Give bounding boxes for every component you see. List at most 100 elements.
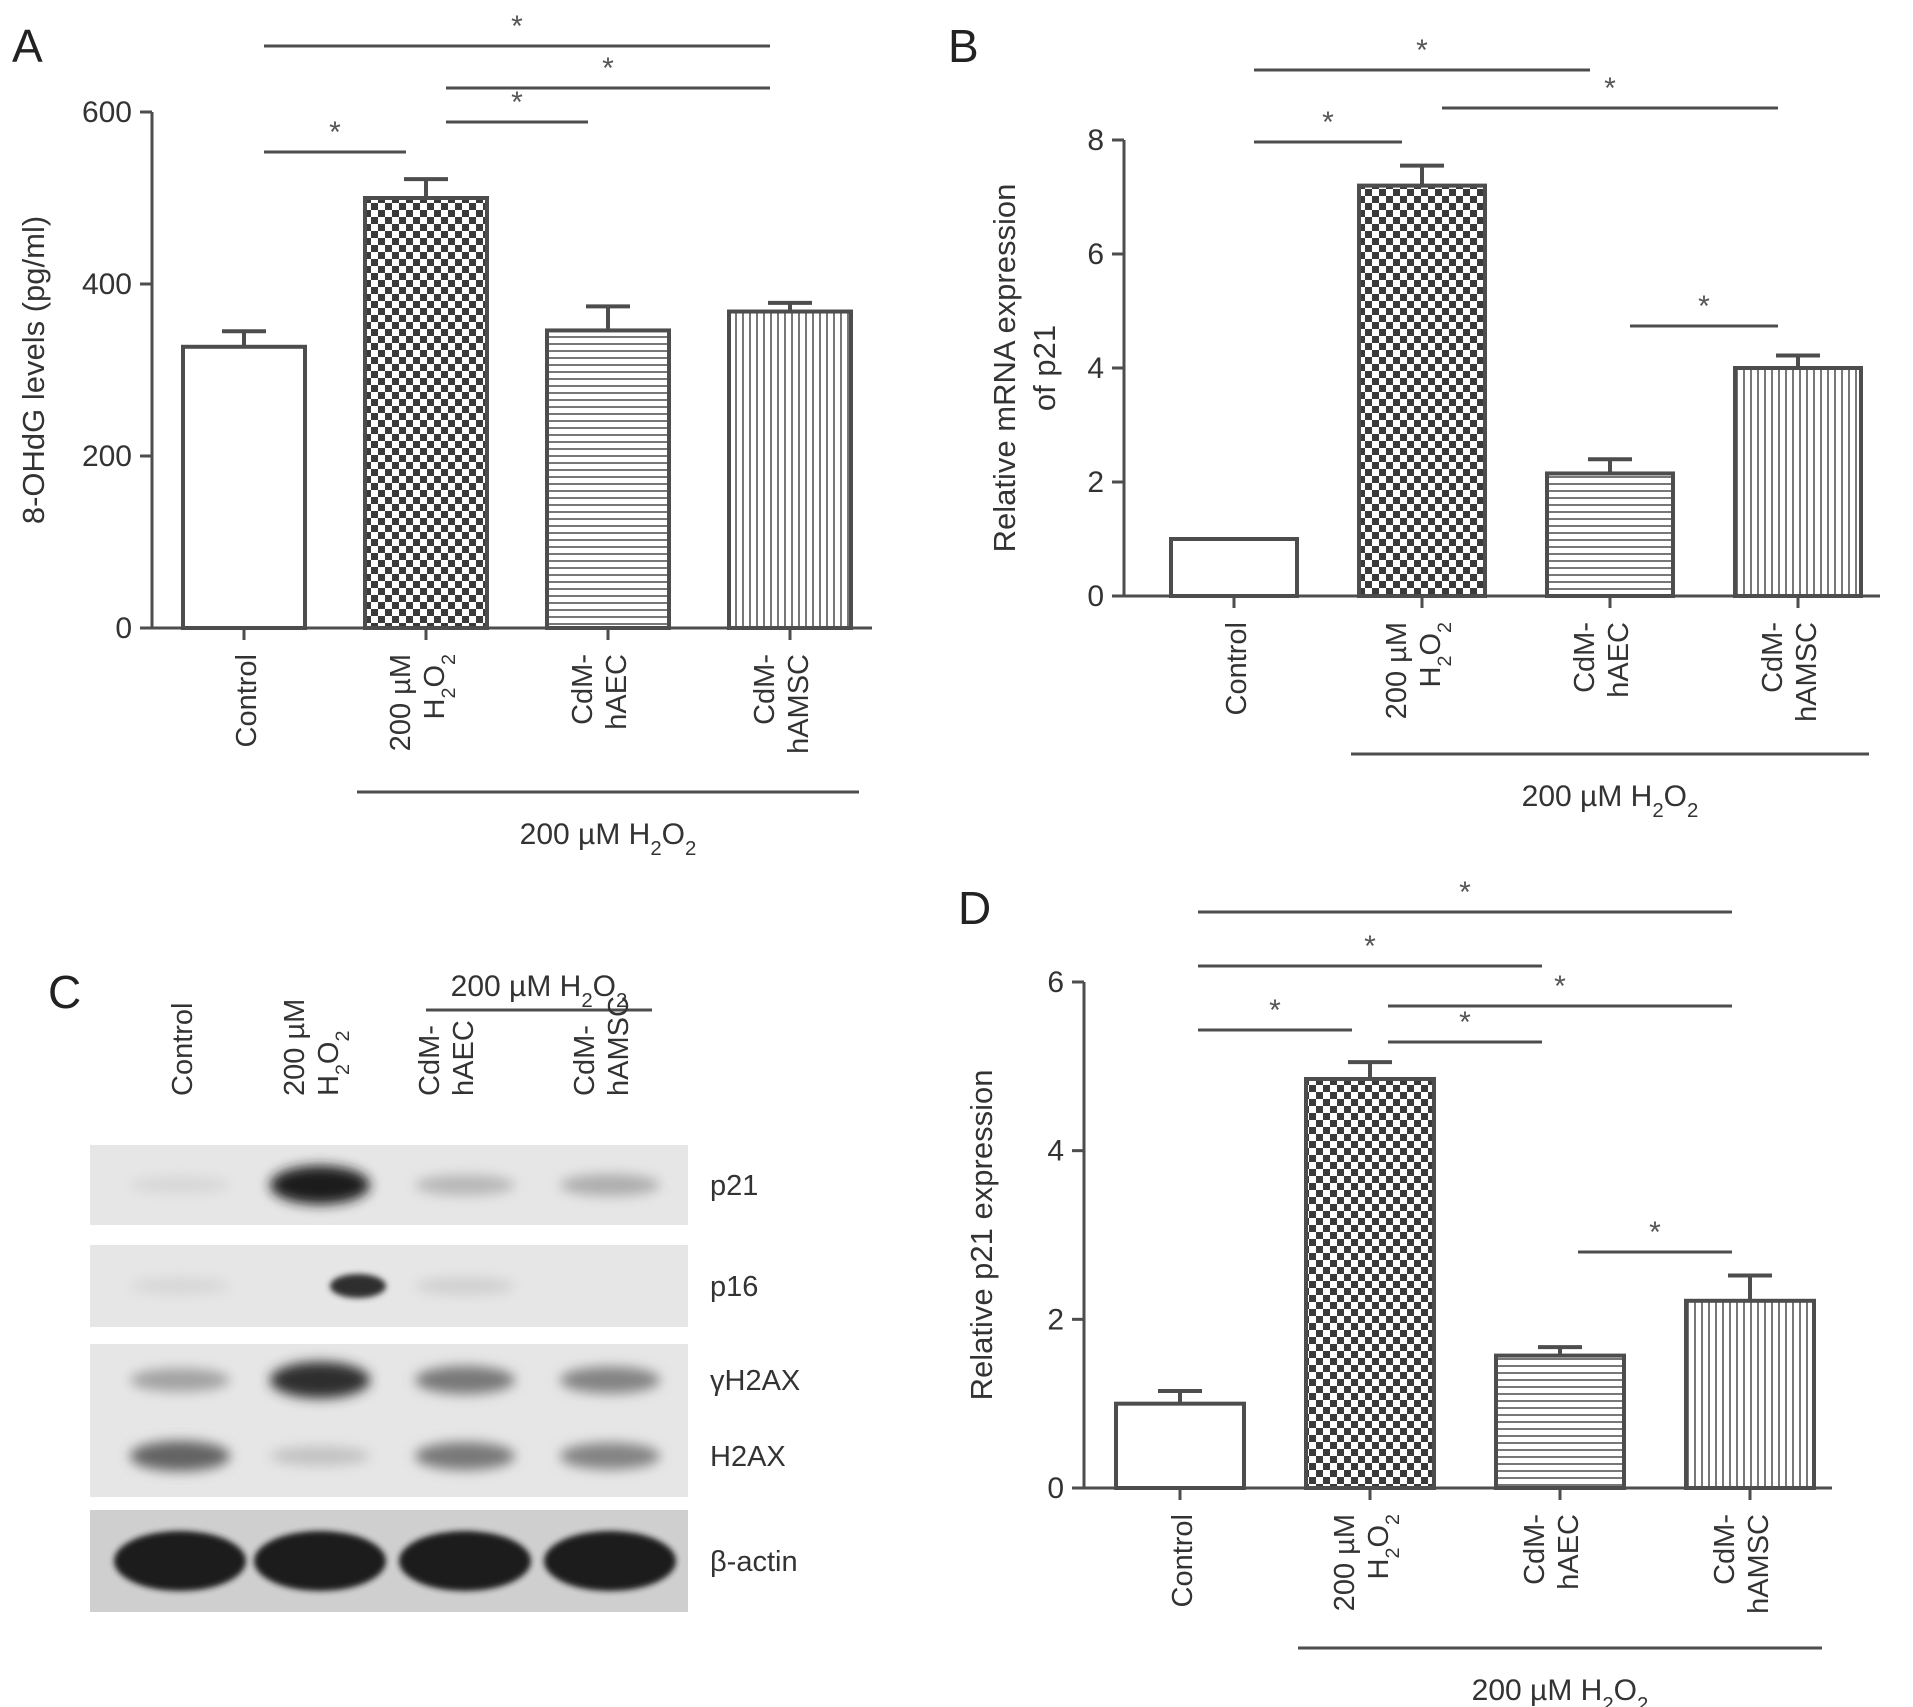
blot-band-lane-4 <box>560 1366 660 1394</box>
blot-strip-p21 <box>90 1145 688 1225</box>
significance-star: * <box>1269 994 1281 1027</box>
blot-group-label: 200 µM H2O2 <box>451 970 628 1012</box>
blot-band-extra <box>330 1274 386 1298</box>
blot-band-lane-1 <box>130 1440 230 1472</box>
bar-control <box>181 344 307 630</box>
blot-band-lane-3 <box>415 1366 515 1394</box>
group-label: 200 µM H2O2 <box>1522 780 1699 822</box>
blot-protein-label-p16: p16 <box>710 1271 758 1303</box>
blot-band-lane-3 <box>399 1531 531 1591</box>
panel-letter-b: B <box>948 20 979 72</box>
blot-band-lane-2 <box>254 1531 386 1591</box>
blot-protein-label-h2ax: H2AX <box>710 1441 786 1473</box>
significance-star: * <box>1698 290 1710 323</box>
blot-band-lane-4 <box>560 1174 660 1196</box>
bar-control <box>1114 1401 1246 1490</box>
significance-star: * <box>511 10 523 43</box>
significance-star: * <box>1459 1006 1471 1039</box>
blot-strip-h2ax <box>90 1415 688 1497</box>
y-tick-label: 6 <box>1047 966 1064 999</box>
blot-lane-label-cdm-haec: CdM-hAEC <box>414 1020 480 1096</box>
y-tick-label: 200 <box>82 440 132 473</box>
bar-cdm-hamsc <box>727 309 853 630</box>
blot-band-lane-3 <box>415 1442 515 1470</box>
y-axis-title: Relative p21 expression <box>964 1070 999 1401</box>
category-label-cdm-haec: CdM-hAEC <box>1519 1514 1585 1590</box>
y-tick-label: 4 <box>1047 1135 1064 1168</box>
blot-strip-p16 <box>90 1245 688 1327</box>
significance-star: * <box>1364 930 1376 963</box>
bar-200-um-h2o2 <box>1304 1076 1436 1490</box>
y-axis-title: Relative mRNA expression of p21 <box>987 184 1062 553</box>
bar-cdm-haec <box>1545 471 1675 599</box>
group-label: 200 µM H2O2 <box>520 818 697 860</box>
chart-8-ohdg-levels: 0 200 400 600 8-OHdG levels (pg/ml) Control 20… <box>16 10 872 860</box>
y-tick-label: 2 <box>1047 1303 1064 1336</box>
significance-star: * <box>329 116 341 149</box>
blot-strip-actin <box>90 1510 688 1612</box>
y-tick-label: 600 <box>82 96 132 129</box>
bar-200-um-h2o2 <box>1357 183 1487 598</box>
panel-letter-c: C <box>48 966 81 1018</box>
blot-band-lane-1 <box>114 1531 246 1591</box>
blot-band-lane-3 <box>415 1174 515 1196</box>
bar-cdm-haec <box>545 328 671 630</box>
significance-star: * <box>511 86 523 119</box>
category-label-control: Control <box>1167 1514 1199 1608</box>
category-label-control: Control <box>1221 622 1253 716</box>
y-axis-title: 8-OHdG levels (pg/ml) <box>16 216 51 524</box>
bar-cdm-hamsc <box>1684 1298 1816 1491</box>
bar-control <box>1169 537 1299 598</box>
significance-star: * <box>1604 72 1616 105</box>
y-tick-label: 0 <box>1087 580 1104 613</box>
blot-band-lane-4 <box>560 1442 660 1470</box>
category-label-200-um-h2o2: 200 µMH2O2 <box>1381 622 1456 719</box>
y-tick-label: 2 <box>1087 466 1104 499</box>
category-label-200-um-h2o2: 200 µMH2O2 <box>1329 1514 1404 1611</box>
y-tick-label: 4 <box>1087 352 1104 385</box>
category-label-cdm-hamsc: CdM-hAMSC <box>749 654 815 754</box>
blot-band-lane-1 <box>130 1176 230 1194</box>
significance-star: * <box>1649 1216 1661 1249</box>
y-tick-label: 6 <box>1087 238 1104 271</box>
blot-band-lane-2 <box>270 1361 370 1399</box>
panel-letter-d: D <box>958 882 991 934</box>
blot-lane-label-control: Control <box>167 1003 199 1097</box>
blot-band-lane-4 <box>544 1531 676 1591</box>
blot-band-lane-2 <box>270 1446 370 1466</box>
blot-protein-label-p21: p21 <box>710 1170 758 1202</box>
chart-p21-mrna-expression: 0 2 4 6 8 Relative mRNA expression of p21 Contr… <box>987 34 1880 822</box>
bar-cdm-haec <box>1494 1353 1626 1491</box>
y-tick-label: 0 <box>1047 1472 1064 1505</box>
panel-letter-a: A <box>12 20 43 72</box>
y-tick-label: 400 <box>82 268 132 301</box>
bar-cdm-hamsc <box>1733 366 1863 598</box>
bar-200-um-h2o2 <box>363 196 489 630</box>
category-label-cdm-hamsc: CdM-hAMSC <box>1709 1514 1775 1614</box>
blot-protein-label-actin: β-actin <box>710 1546 798 1578</box>
western-blot-panel: 200 µM H2O2 Control 200 µMH2O2 CdM-hAEC CdM-… <box>90 970 800 1612</box>
blot-band-lane-1 <box>130 1277 230 1295</box>
blot-protein-label-h2ax: γH2AX <box>710 1365 800 1397</box>
category-label-200-um-h2o2: 200 µMH2O2 <box>385 654 460 751</box>
category-label-cdm-hamsc: CdM-hAMSC <box>1757 622 1823 722</box>
group-label: 200 µM H2O2 <box>1472 1674 1649 1707</box>
category-label-cdm-haec: CdM-hAEC <box>567 654 633 730</box>
significance-star: * <box>602 52 614 85</box>
significance-star: * <box>1416 34 1428 67</box>
significance-star: * <box>1322 106 1334 139</box>
category-label-cdm-haec: CdM-hAEC <box>1569 622 1635 698</box>
blot-strip-h2ax <box>90 1344 688 1416</box>
blot-band-lane-2 <box>270 1165 370 1205</box>
significance-star: * <box>1554 970 1566 1003</box>
blot-lane-label-200-um-h2o2: 200 µMH2O2 <box>279 999 354 1096</box>
chart-p21-protein-expression: 0 2 4 6 Relative p21 expression Control 200 µM… <box>964 876 1832 1707</box>
category-label-control: Control <box>231 654 263 748</box>
y-tick-label: 0 <box>115 612 132 645</box>
y-tick-label: 8 <box>1087 124 1104 157</box>
blot-lane-label-cdm-hamsc: CdM-hAMSC <box>569 996 635 1096</box>
blot-band-lane-1 <box>130 1368 230 1392</box>
significance-star: * <box>1459 876 1471 909</box>
blot-band-lane-3 <box>415 1277 515 1295</box>
